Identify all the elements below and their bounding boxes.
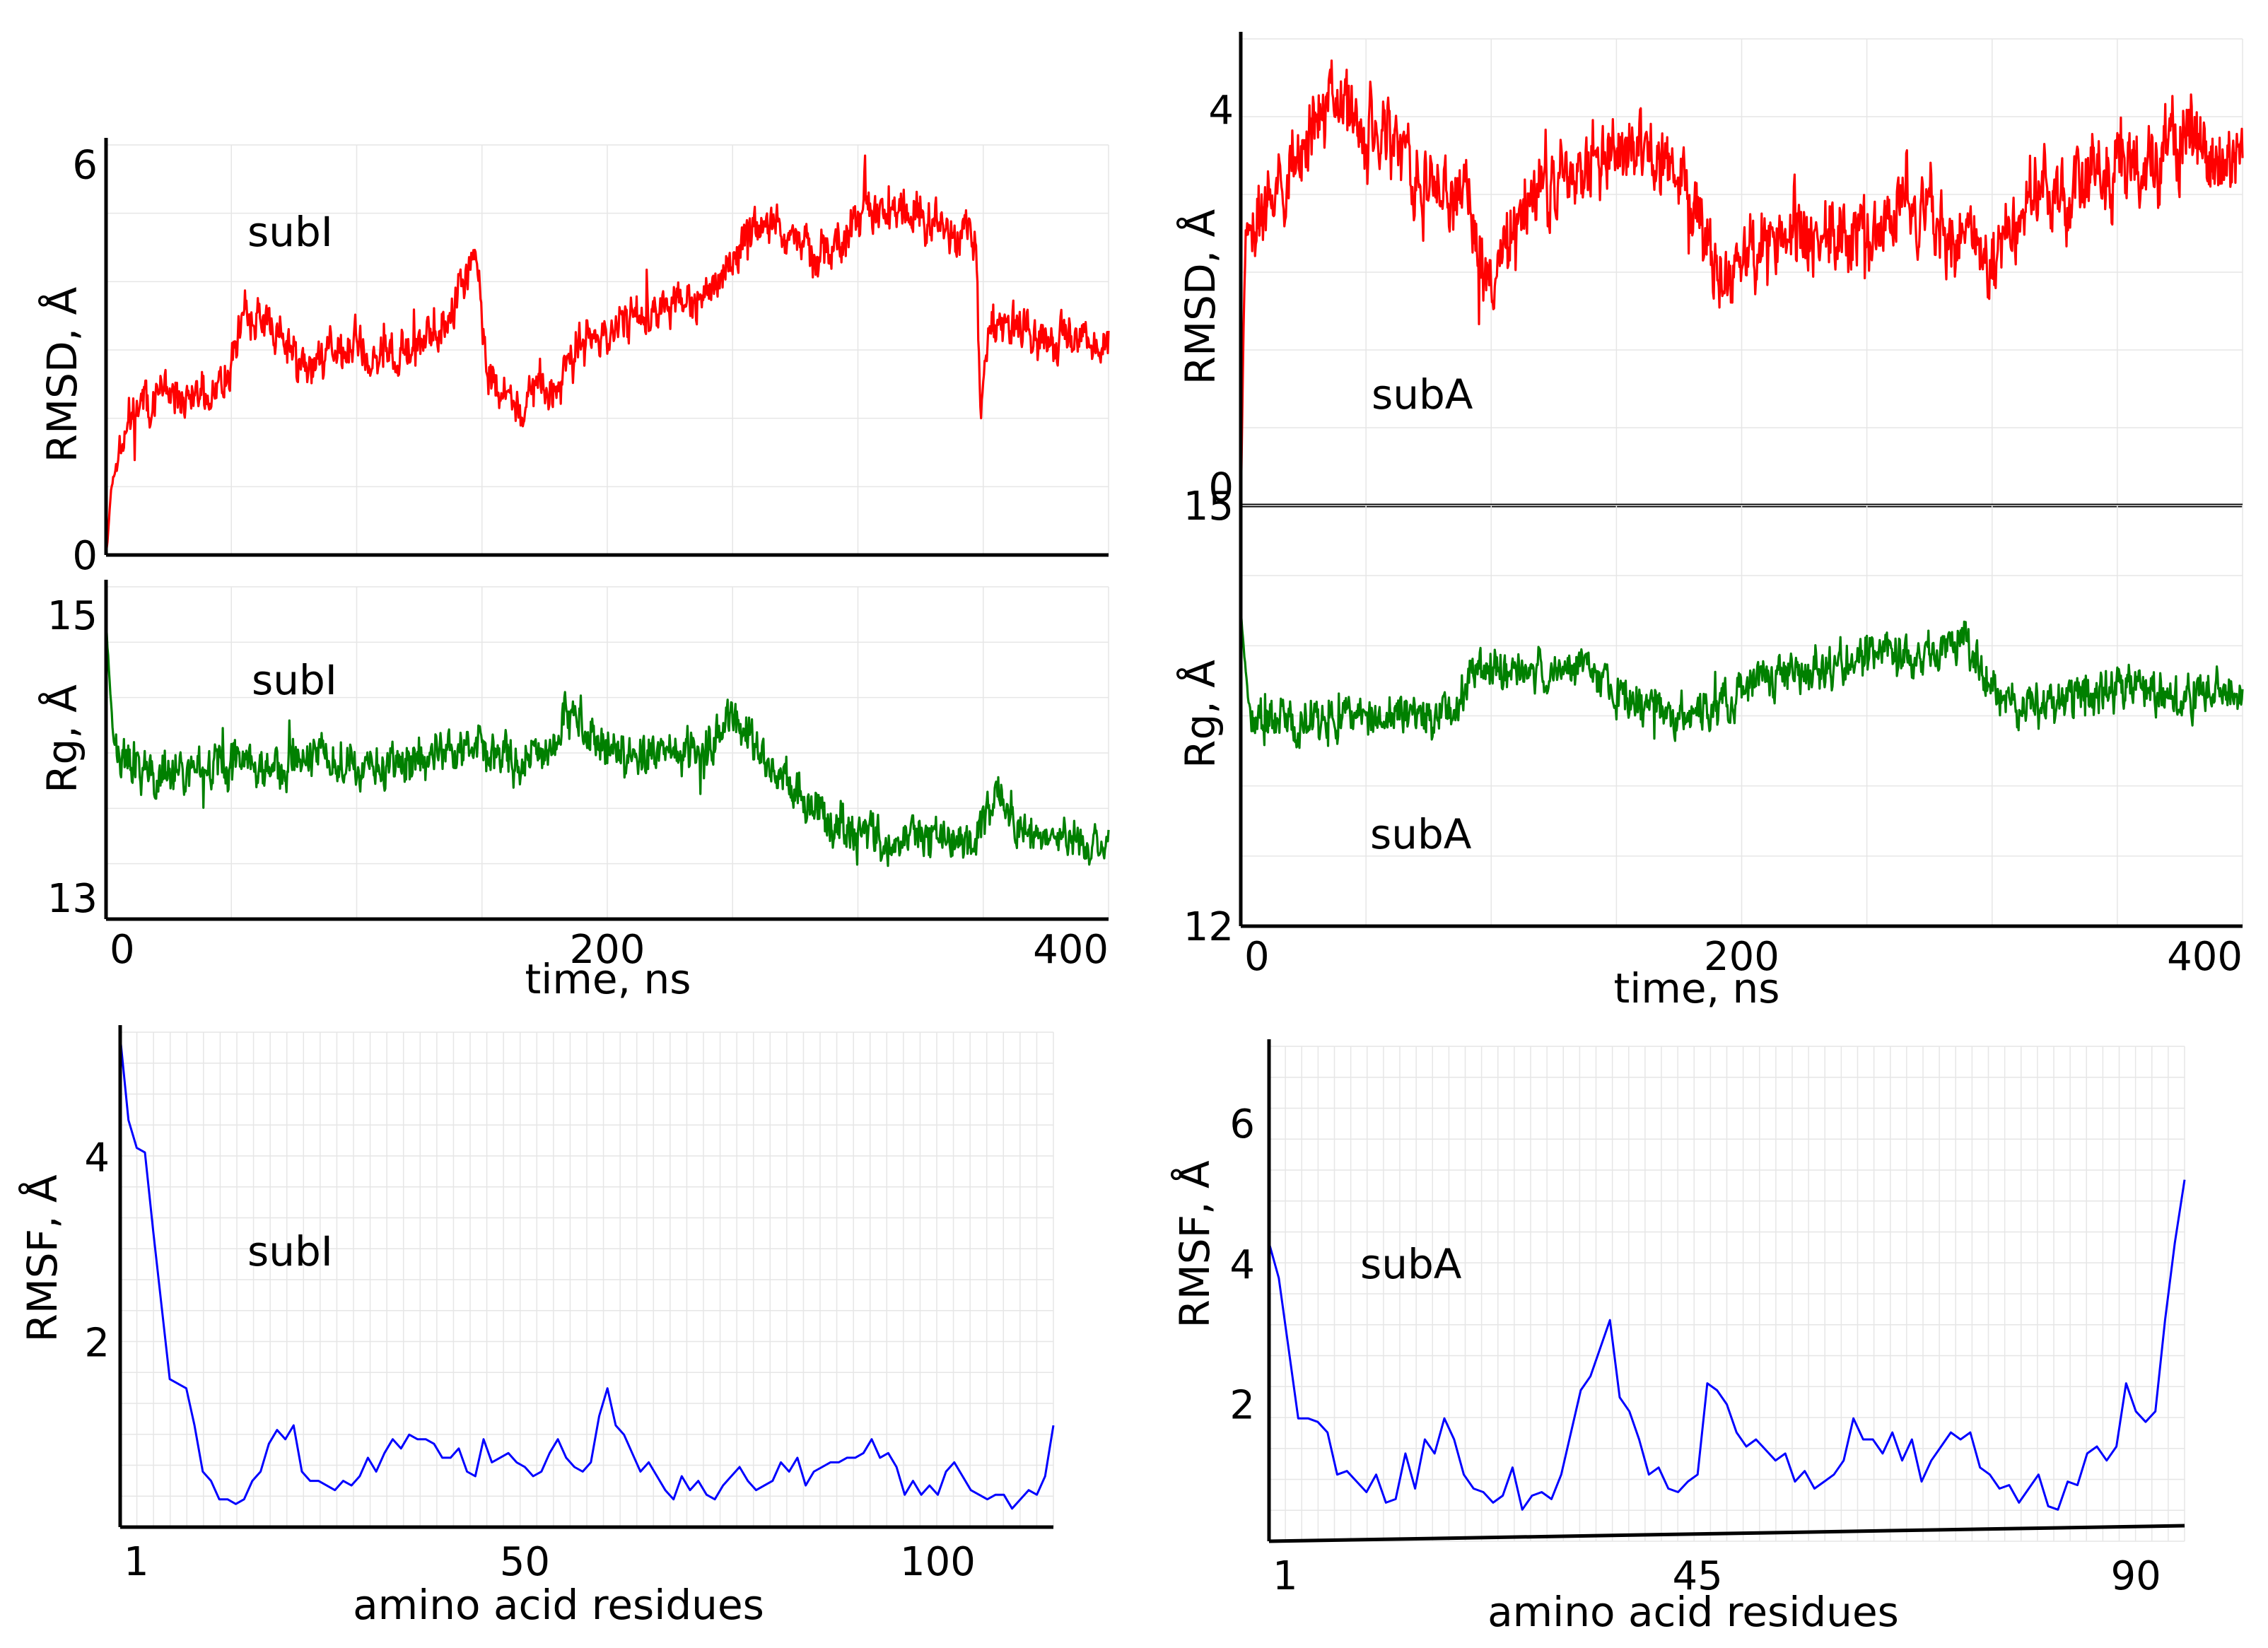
subA-rmsf-panel: 2 4 6 1 45 90 RMSF, Å subA amino acid residue… — [1170, 1039, 2186, 1636]
y-tick-label: 15 — [47, 593, 98, 639]
subI-rmsd-series-label: subI — [247, 208, 333, 256]
x-axis — [1268, 1524, 2185, 1543]
y-tick-label: 0 — [1208, 464, 1234, 510]
y-tick-label: 4 — [84, 1135, 110, 1181]
subI-rmsd-series — [105, 154, 1110, 556]
subI-time-xlabel: time, ns — [525, 955, 691, 1003]
subA-rmsf-grid — [1268, 1046, 2185, 1542]
y-tick-label: 4 — [1208, 88, 1234, 134]
subA-rmsf-axes: 2 4 6 1 45 90 — [1229, 1039, 2185, 1599]
x-tick-label: 200 — [570, 927, 645, 973]
subA-rmsf-ylabel: RMSF, Å — [1170, 1160, 1219, 1328]
y-tick-label: 13 — [47, 876, 98, 922]
x-tick-label: 1 — [1273, 1553, 1298, 1599]
subA-rmsd-line — [1239, 59, 2244, 506]
subA-rmsf-series-label: subA — [1360, 1240, 1462, 1288]
subA-rmsf-line — [1268, 1179, 2186, 1511]
subI-rmsd-panel: 06 RMSD, Å subI — [37, 138, 1110, 579]
subA-rg-series-label: subA — [1370, 810, 1472, 858]
x-tick-label: 400 — [1033, 927, 1109, 973]
subA-rmsd-series-label: subA — [1372, 370, 1473, 419]
subI-rmsf-ylabel: RMSF, Å — [18, 1174, 66, 1342]
x-tick-label: 0 — [110, 927, 135, 973]
subI-rmsf-panel: 2 4 1 50 100 RMSF, Å subI amino acid residue… — [18, 1025, 1055, 1629]
x-tick-label: 45 — [1673, 1553, 1723, 1599]
subI-rg-panel: 13 15 0 200 400 Rg, Å subI time, ns — [37, 580, 1110, 1003]
y-tick-label: 0 — [72, 533, 98, 579]
subA-rg-series — [1239, 611, 2244, 749]
subI-rg-ylabel: Rg, Å — [37, 684, 86, 793]
subI-residues-xlabel: amino acid residues — [353, 1581, 764, 1629]
x-tick-label: 0 — [1244, 934, 1270, 980]
subA-time-xlabel: time, ns — [1614, 964, 1780, 1012]
subA-rmsf-series — [1268, 1179, 2186, 1511]
subA-rmsd-series — [1239, 59, 2244, 506]
subA-rg-axes: 12 15 0 200 400 — [1183, 484, 2243, 980]
y-tick-label: 6 — [72, 143, 98, 189]
y-tick-label: 2 — [1229, 1382, 1255, 1428]
subA-rg-panel: 12 15 0 200 400 Rg, Å subA time, ns — [1176, 484, 2244, 1012]
subA-rg-line — [1239, 611, 2244, 749]
subI-rmsd-line — [105, 154, 1110, 556]
subA-rmsd-panel: 0 4 RMSD, Å subA — [1176, 32, 2244, 510]
x-tick-label: 200 — [1704, 934, 1779, 980]
subA-residues-xlabel: amino acid residues — [1487, 1588, 1899, 1636]
subI-rmsf-axes: 2 4 1 50 100 — [84, 1025, 1053, 1585]
x-tick-label: 100 — [900, 1539, 976, 1585]
subI-rmsf-line — [119, 1036, 1055, 1510]
x-tick-label: 400 — [2167, 934, 2243, 980]
subI-rmsf-grid — [119, 1032, 1054, 1528]
subI-rmsd-axes: 06 — [72, 138, 1109, 579]
subI-rg-series — [105, 623, 1110, 867]
x-tick-label: 90 — [2110, 1553, 2161, 1599]
subI-rmsf-series-label: subI — [247, 1227, 333, 1275]
subA-rmsd-ylabel: RMSD, Å — [1176, 209, 1224, 385]
subI-rg-grid — [105, 586, 1109, 920]
y-tick-label: 2 — [84, 1320, 110, 1366]
subA-rg-ylabel: Rg, Å — [1176, 660, 1224, 769]
subI-rmsd-ylabel: RMSD, Å — [37, 286, 86, 462]
subI-rg-line — [105, 623, 1110, 867]
subI-rg-axes: 13 15 0 200 400 — [47, 580, 1109, 973]
x-tick-label: 50 — [500, 1539, 550, 1585]
y-tick-label: 15 — [1183, 484, 1234, 530]
subI-rg-series-label: subI — [252, 656, 337, 704]
y-tick-label: 4 — [1229, 1242, 1255, 1288]
subI-rmsf-series — [119, 1036, 1055, 1510]
x-tick-label: 1 — [124, 1539, 149, 1585]
y-tick-label: 12 — [1183, 904, 1234, 950]
y-tick-label: 6 — [1229, 1101, 1255, 1147]
